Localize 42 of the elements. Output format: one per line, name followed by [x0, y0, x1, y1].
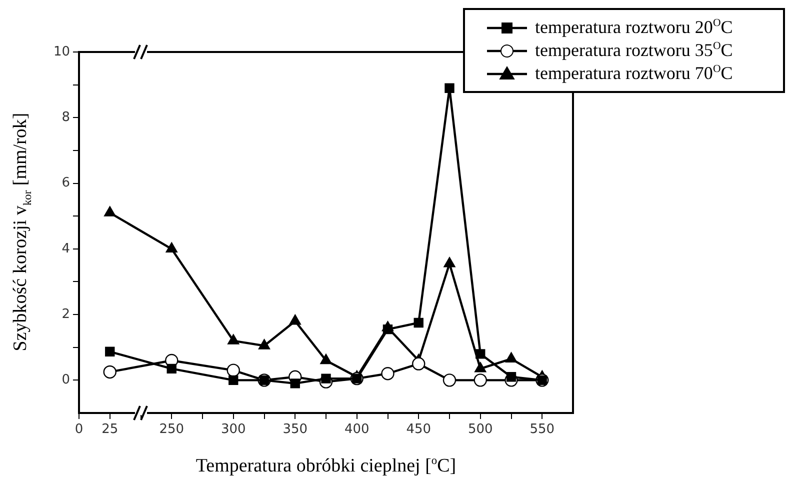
point [381, 367, 394, 380]
y-tick-label: 2 [62, 306, 70, 322]
y-tick-label: 10 [53, 44, 70, 60]
point [505, 352, 518, 362]
point [105, 346, 115, 356]
x-tick-label: 300 [220, 422, 246, 438]
point [166, 364, 176, 374]
x-tick-label: 400 [344, 422, 370, 438]
point [166, 242, 178, 253]
point [289, 314, 301, 325]
point [382, 324, 393, 334]
x-tick-label: 0 [74, 422, 84, 438]
x-tick-label: 250 [159, 422, 184, 438]
point [444, 257, 456, 268]
point [103, 365, 116, 379]
x-axis-title: Temperatura obróbki cieplnej [$^{o}$C] [194, 455, 458, 478]
legend-label: temperatura roztworu 70$^{O}$C [535, 63, 733, 84]
y-tick-label: 6 [62, 176, 70, 191]
point [290, 378, 300, 388]
x-tick-label: 350 [282, 422, 308, 438]
point [104, 206, 116, 216]
point [474, 362, 486, 372]
point [442, 374, 456, 387]
y-tick-label: 0 [62, 372, 70, 388]
x-tick-label: 500 [468, 422, 493, 438]
point [476, 349, 486, 359]
point [412, 357, 426, 370]
legend-label: temperatura roztworu 20$^{O}$C [535, 17, 733, 38]
x-tick-label: 550 [530, 422, 555, 438]
point [226, 364, 240, 377]
point [228, 334, 240, 344]
x-tick-label: 25 [102, 422, 118, 438]
legend-label: temperatura roztworu 35$^{O}$C [535, 40, 733, 61]
point [258, 339, 270, 350]
point [228, 375, 238, 386]
point [320, 354, 332, 364]
y-tick-label: 4 [62, 241, 70, 256]
y-tick-label: 8 [62, 110, 70, 126]
point [506, 372, 516, 382]
x-tick-label: 450 [406, 422, 432, 438]
point [474, 374, 487, 387]
point [414, 318, 424, 328]
